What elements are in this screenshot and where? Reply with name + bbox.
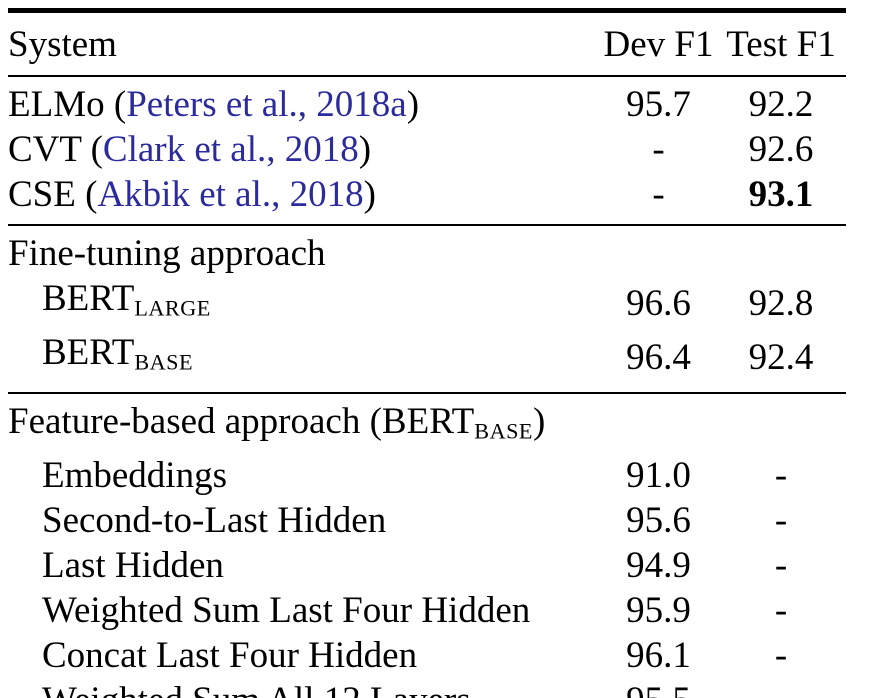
system-cell: Fine-tuning approach bbox=[8, 225, 601, 276]
system-cell: Second-to-Last Hidden bbox=[8, 498, 601, 543]
dev-f1-cell: - bbox=[652, 129, 665, 170]
results-table: System Dev F1 Test F1 ELMo (Peters et al… bbox=[8, 8, 846, 698]
system-label: ) bbox=[358, 129, 372, 170]
model-size-subscript: LARGE bbox=[134, 295, 211, 321]
dev-f1-cell: 95.7 bbox=[626, 84, 691, 125]
column-header-dev-f1: Dev F1 bbox=[603, 24, 714, 65]
system-cell: Feature-based approach (BERTBASE) bbox=[8, 393, 601, 453]
table-section-feature-based-approach: Feature-based approach (BERTBASE) Embeddi… bbox=[8, 392, 846, 698]
table-section-prior-systems: ELMo (Peters et al., 2018a) 95.7 92.2 CVT (… bbox=[8, 76, 846, 225]
table-row: BERTBASE 96.4 92.4 bbox=[8, 330, 846, 392]
system-label: BERT bbox=[42, 332, 135, 374]
table-row: Embeddings 91.0 - bbox=[8, 453, 846, 498]
system-label: Second-to-Last Hidden bbox=[42, 499, 387, 541]
system-label: Last Hidden bbox=[42, 544, 224, 586]
table-row: Fine-tuning approach bbox=[8, 225, 846, 276]
dev-f1-cell: 94.9 bbox=[626, 544, 691, 586]
system-cell: BERTLARGE bbox=[8, 276, 601, 330]
table-row: CVT (Clark et al., 2018) - 92.6 bbox=[8, 127, 846, 172]
dev-f1-cell: - bbox=[652, 174, 665, 215]
citation-link[interactable]: Peters et al., 2018a bbox=[126, 84, 407, 125]
model-size-subscript: BASE bbox=[474, 417, 533, 443]
test-f1-cell: 92.4 bbox=[748, 336, 814, 378]
system-label: Feature-based approach (BERT bbox=[8, 400, 475, 442]
test-f1-cell: - bbox=[774, 544, 788, 586]
system-cell: Weighted Sum Last Four Hidden bbox=[8, 588, 601, 633]
dev-f1-cell: 95.9 bbox=[626, 589, 691, 631]
system-label: ELMo ( bbox=[8, 84, 127, 125]
system-label: ) bbox=[363, 174, 376, 215]
column-header-test-f1: Test F1 bbox=[726, 24, 836, 65]
system-cell: BERTBASE bbox=[8, 330, 601, 392]
table-row: BERTLARGE 96.6 92.8 bbox=[8, 276, 846, 330]
system-label: Concat Last Four Hidden bbox=[42, 634, 418, 676]
system-label: BERT bbox=[42, 278, 135, 319]
system-label: ) bbox=[406, 84, 420, 125]
paper-page: System Dev F1 Test F1 ELMo (Peters et al… bbox=[0, 8, 892, 698]
test-f1-cell: 92.8 bbox=[748, 282, 814, 324]
system-cell: Embeddings bbox=[8, 453, 601, 498]
system-label: Embeddings bbox=[42, 454, 227, 496]
dev-f1-cell: 95.6 bbox=[626, 499, 691, 541]
table-row: Concat Last Four Hidden 96.1 - bbox=[8, 633, 846, 678]
citation-link[interactable]: Akbik et al., 2018 bbox=[97, 174, 364, 215]
dev-f1-cell: 96.4 bbox=[626, 336, 691, 378]
table-row: Weighted Sum All 12 Layers 95.5- bbox=[8, 678, 846, 698]
test-f1-cell: - bbox=[716, 678, 846, 698]
dev-f1-cell: 96.6 bbox=[626, 282, 691, 324]
table-header: System Dev F1 Test F1 bbox=[8, 11, 846, 76]
table-row: Second-to-Last Hidden 95.6 - bbox=[8, 498, 846, 543]
system-label: ) bbox=[532, 400, 546, 442]
column-header-system: System bbox=[8, 24, 117, 65]
system-cell: CVT (Clark et al., 2018) bbox=[8, 127, 601, 172]
table-row: Feature-based approach (BERTBASE) bbox=[8, 393, 846, 453]
table-row: CSE (Akbik et al., 2018) - 93.1 bbox=[8, 172, 846, 225]
table-row: Weighted Sum Last Four Hidden 95.9 - bbox=[8, 588, 846, 633]
test-f1-cell: 92.6 bbox=[748, 129, 814, 170]
system-cell: Concat Last Four Hidden bbox=[8, 633, 601, 678]
system-cell: CSE (Akbik et al., 2018) bbox=[8, 172, 601, 225]
system-label: Weighted Sum Last Four Hidden bbox=[42, 589, 531, 631]
system-label: CSE ( bbox=[8, 174, 98, 215]
test-f1-cell: - bbox=[774, 634, 788, 676]
dev-f1-cell bbox=[601, 393, 716, 453]
model-size-subscript: BASE bbox=[134, 349, 194, 375]
test-f1-cell bbox=[716, 225, 846, 276]
citation-link[interactable]: Clark et al., 2018 bbox=[102, 129, 359, 170]
dev-f1-cell: 96.1 bbox=[626, 634, 691, 676]
system-cell: ELMo (Peters et al., 2018a) bbox=[8, 76, 601, 127]
dev-f1-cell: 91.0 bbox=[626, 454, 691, 496]
table-row: ELMo (Peters et al., 2018a) 95.7 92.2 bbox=[8, 76, 846, 127]
test-f1-cell: - bbox=[774, 499, 788, 541]
header-row: System Dev F1 Test F1 bbox=[8, 11, 846, 76]
system-label: Fine-tuning approach bbox=[8, 233, 326, 274]
system-label: CVT ( bbox=[8, 129, 103, 170]
table-row: Last Hidden 94.9 - bbox=[8, 543, 846, 588]
test-f1-cell: 93.1 bbox=[748, 174, 814, 215]
system-cell: Weighted Sum All 12 Layers bbox=[8, 678, 601, 698]
test-f1-cell bbox=[716, 393, 846, 453]
test-f1-cell: 92.2 bbox=[748, 84, 814, 125]
system-cell: Last Hidden bbox=[8, 543, 601, 588]
system-label: Weighted Sum All 12 Layers bbox=[42, 680, 471, 698]
dev-f1-cell: 95.5 bbox=[601, 678, 716, 698]
test-f1-cell: - bbox=[774, 454, 788, 496]
test-f1-cell: - bbox=[774, 589, 788, 631]
dev-f1-cell bbox=[601, 225, 716, 276]
table-section-fine-tuning-approach: Fine-tuning approach BERTLARGE 96.6 92.8 BER… bbox=[8, 225, 846, 393]
